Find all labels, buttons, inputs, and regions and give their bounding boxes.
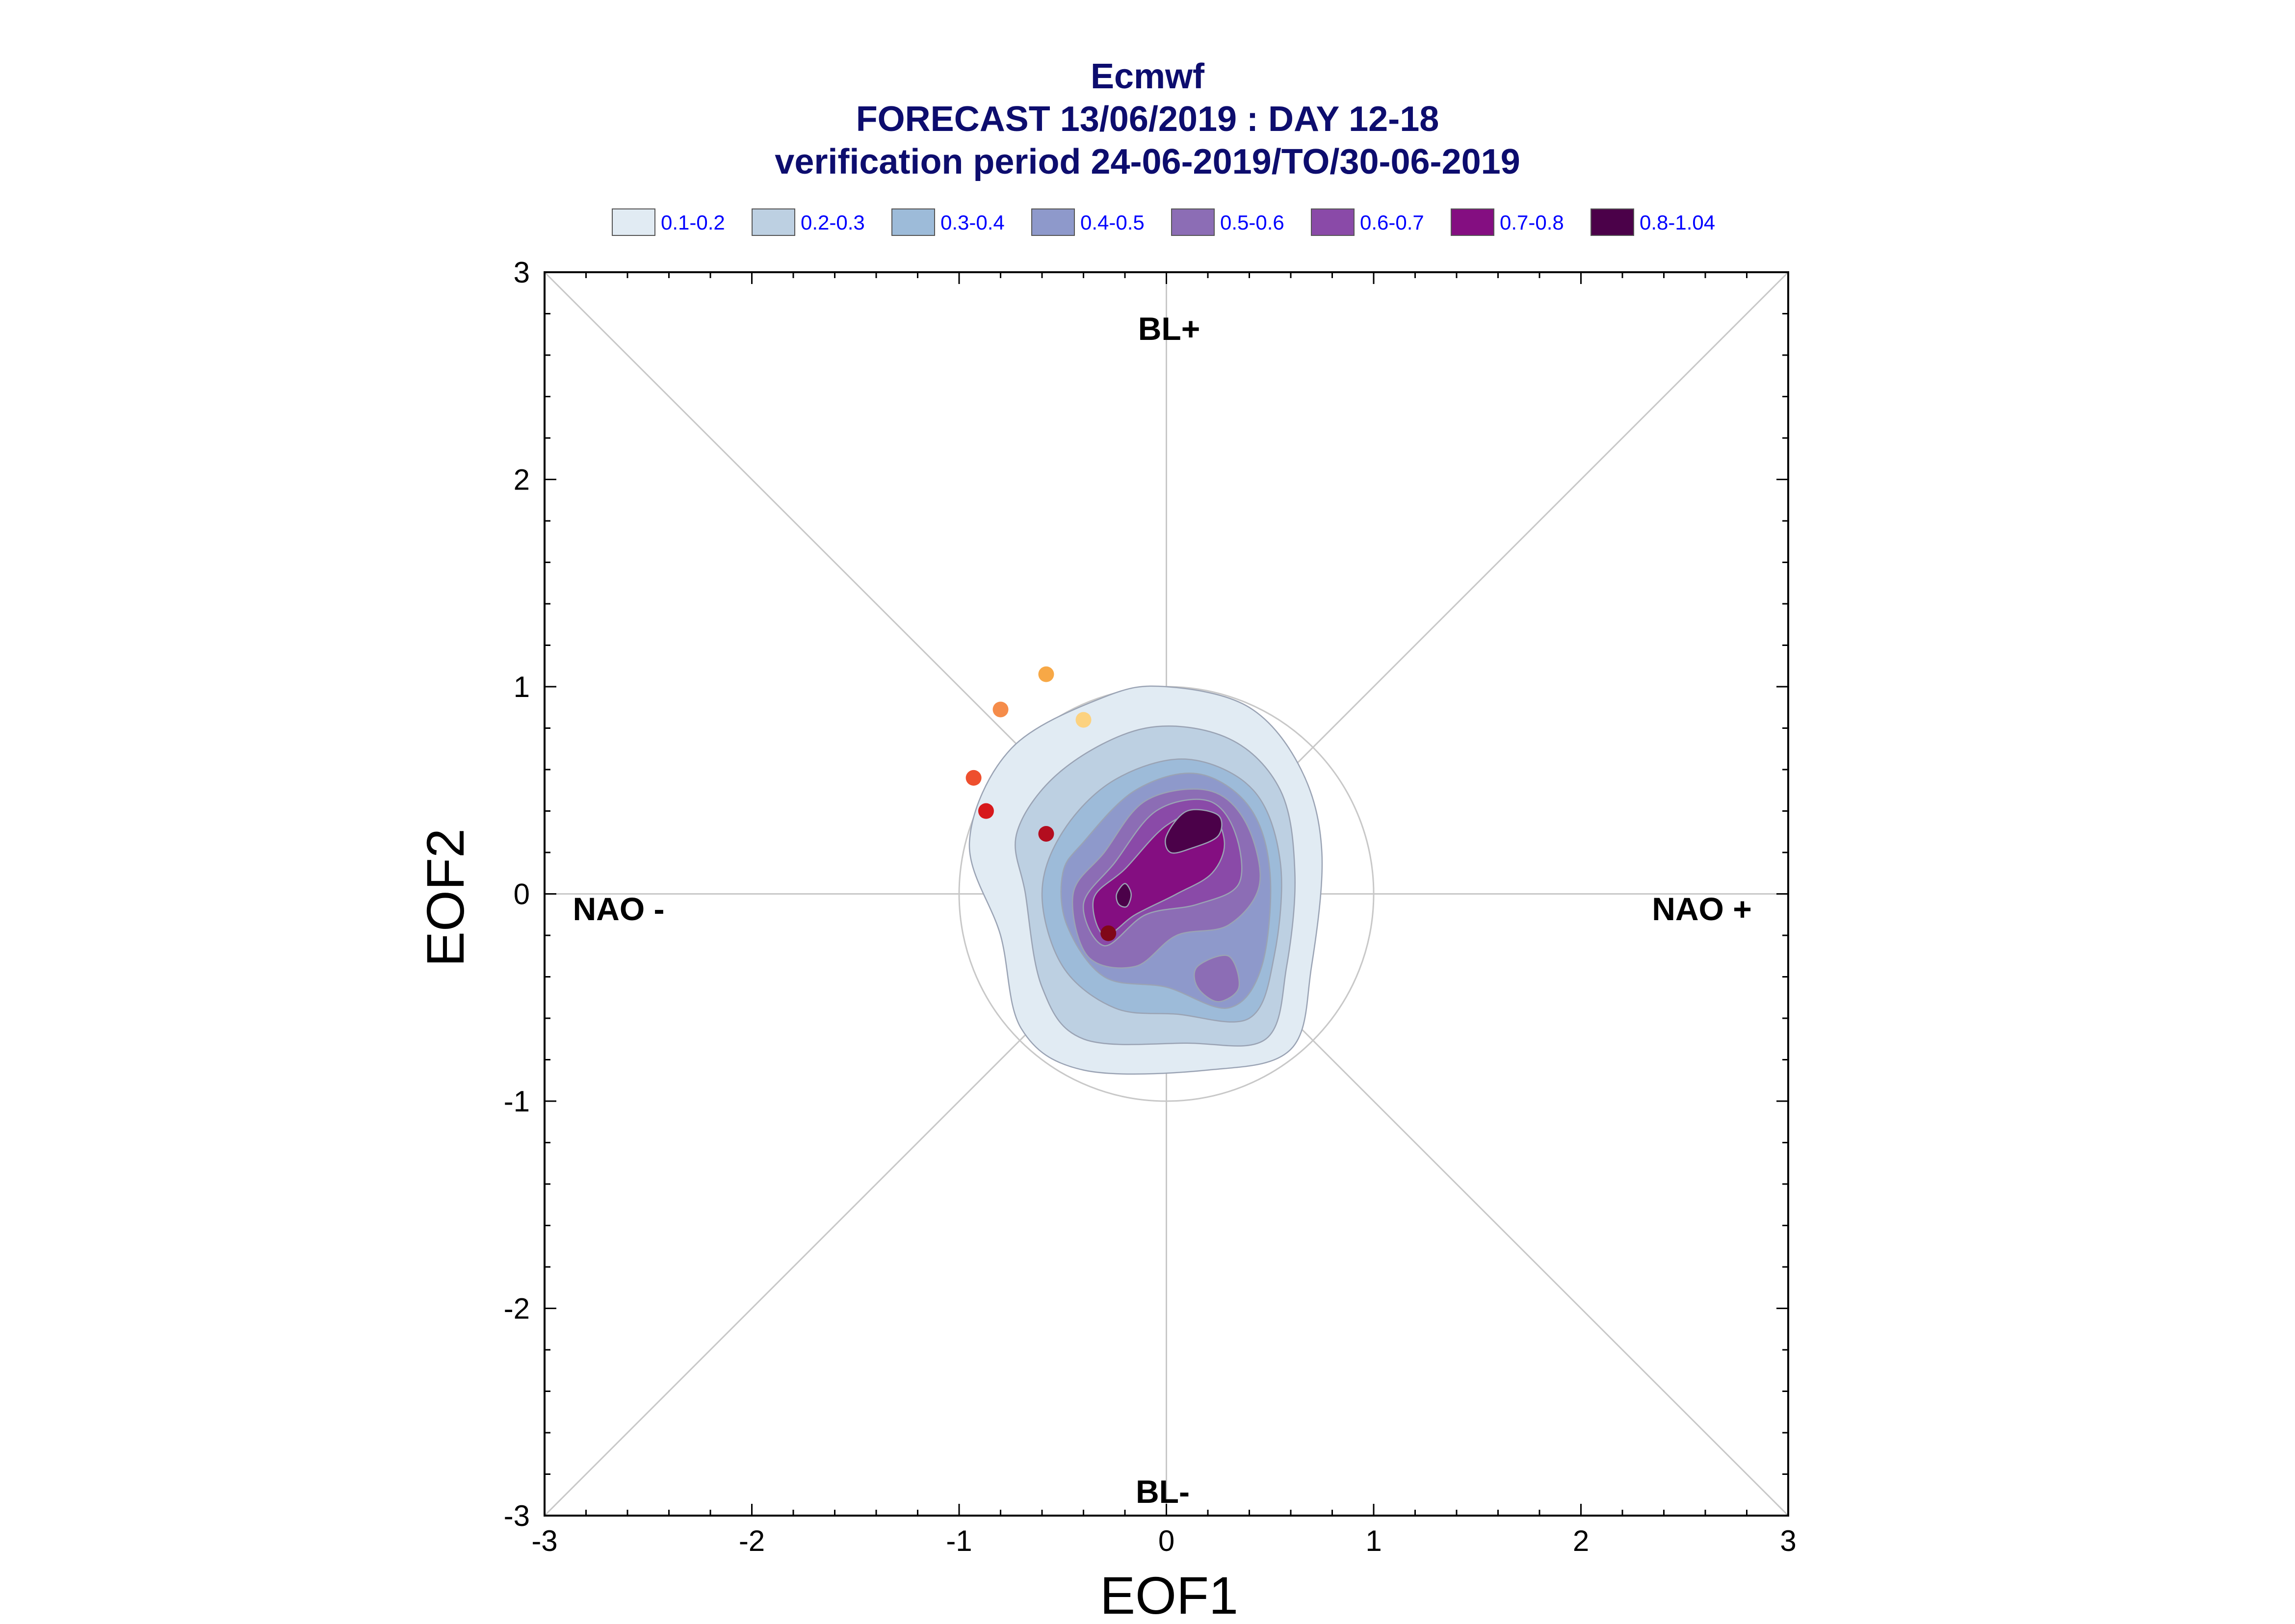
regime-label-top: BL+ (1138, 310, 1200, 347)
legend-swatch (612, 208, 655, 236)
observed-points (965, 666, 1117, 941)
legend-label: 0.8-1.04 (1640, 211, 1715, 234)
observed-point (965, 770, 982, 786)
x-tick-label: -3 (531, 1524, 557, 1557)
legend: 0.1-0.2 0.2-0.3 0.3-0.4 0.4-0.5 0.5-0.6 0.6-0… (612, 208, 1715, 236)
observed-point (1038, 666, 1054, 682)
legend-swatch (1591, 208, 1634, 236)
legend-label: 0.3-0.4 (940, 211, 1005, 234)
x-tick-label: -2 (739, 1524, 765, 1557)
density-contours (968, 685, 1323, 1075)
axis-ticks: -3 -2 -1 0 1 2 3 -3 -2 -1 0 1 2 3 (504, 256, 1797, 1557)
x-tick-label: 0 (1158, 1524, 1174, 1557)
density-region (1194, 954, 1240, 1003)
y-tick-label: -1 (504, 1085, 530, 1118)
regime-label-left: NAO - (573, 891, 665, 927)
chart-title: Ecmwf FORECAST 13/06/2019 : DAY 12-18 ve… (775, 57, 1520, 181)
legend-swatch (1451, 208, 1494, 236)
x-tick-label: 2 (1573, 1524, 1589, 1557)
legend-label: 0.7-0.8 (1500, 211, 1564, 234)
y-tick-label: 3 (514, 256, 530, 289)
regime-label-bottom: BL- (1136, 1473, 1190, 1510)
x-tick-label: 1 (1365, 1524, 1382, 1557)
legend-label: 0.1-0.2 (661, 211, 725, 234)
observed-point (992, 701, 1009, 718)
y-tick-label: 2 (514, 464, 530, 496)
x-tick-label: -1 (946, 1524, 972, 1557)
observed-point (1038, 825, 1054, 842)
y-tick-label: -2 (504, 1292, 530, 1325)
legend-label: 0.2-0.3 (801, 211, 865, 234)
x-tick-label: 3 (1780, 1524, 1796, 1557)
legend-swatch (891, 208, 935, 236)
observed-point (978, 803, 994, 819)
y-axis-title: EOF2 (416, 828, 475, 967)
title-line-2: FORECAST 13/06/2019 : DAY 12-18 (856, 100, 1439, 139)
legend-swatch (752, 208, 795, 236)
y-tick-label: -3 (504, 1499, 530, 1532)
legend-swatch (1171, 208, 1215, 236)
y-tick-label: 0 (514, 878, 530, 911)
x-axis-title: EOF1 (1100, 1566, 1238, 1624)
observed-point (1100, 925, 1117, 941)
density-region (1165, 809, 1223, 854)
y-tick-label: 1 (514, 670, 530, 703)
legend-label: 0.6-0.7 (1360, 211, 1424, 234)
legend-swatch (1311, 208, 1355, 236)
plot-area: -3 -2 -1 0 1 2 3 -3 -2 -1 0 1 2 3 (504, 256, 1797, 1557)
legend-label: 0.5-0.6 (1220, 211, 1284, 234)
legend-label: 0.4-0.5 (1080, 211, 1145, 234)
legend-swatch (1031, 208, 1075, 236)
title-line-3: verification period 24-06-2019/TO/30-06-… (775, 142, 1520, 181)
title-line-1: Ecmwf (1091, 57, 1205, 96)
regime-label-right: NAO + (1652, 891, 1752, 927)
density-region (1116, 883, 1132, 908)
observed-point (1075, 712, 1092, 728)
